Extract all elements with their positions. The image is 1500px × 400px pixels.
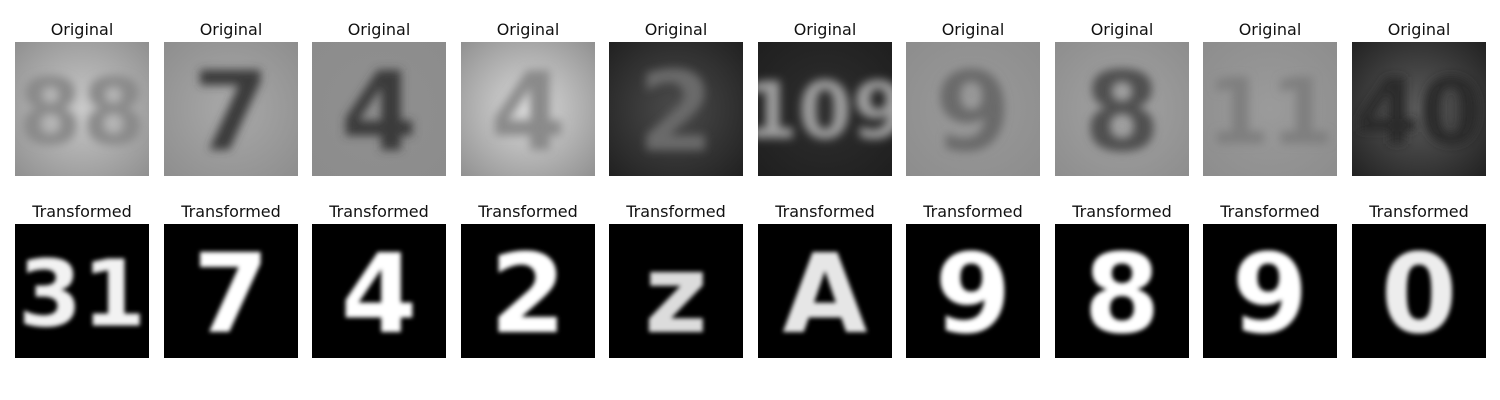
original-digit-glyph: 8 [1084,48,1161,176]
original-title: Original [1387,20,1451,39]
transformed-digit-picture: z [609,224,743,358]
original-title: Original [644,20,708,39]
original-title: Original [941,20,1005,39]
transformed-digit-glyph: 2 [490,230,567,358]
transformed-title: Transformed [626,202,726,221]
transformed-digit-picture: A [758,224,892,358]
transformed-digit-picture: 7 [164,224,298,358]
transformed-title: Transformed [1220,202,1320,221]
original-digit-glyph: 11 [1206,59,1334,166]
transformed-digit-glyph: A [782,230,867,358]
original-digit-glyph: 2 [638,48,715,176]
original-digit-picture: 11 [1203,42,1337,176]
transformed-digit-glyph: 0 [1381,230,1458,358]
original-title: Original [50,20,114,39]
original-title: Original [1090,20,1154,39]
transformed-title: Transformed [181,202,281,221]
transformed-title: Transformed [775,202,875,221]
original-title: Original [793,20,857,39]
original-title: Original [1238,20,1302,39]
transformed-digit-glyph: 8 [1084,230,1161,358]
original-digit-picture: 4 [461,42,595,176]
transformed-digit-glyph: 7 [193,230,270,358]
transformed-digit-picture: 8 [1055,224,1189,358]
original-title: Original [496,20,560,39]
original-digit-picture: 40 [1352,42,1486,176]
transformed-title: Transformed [923,202,1023,221]
transformed-digit-picture: 9 [906,224,1040,358]
transformed-digit-picture: 0 [1352,224,1486,358]
original-digit-glyph: 7 [193,48,270,176]
transformed-title: Transformed [1369,202,1469,221]
original-title: Original [347,20,411,39]
original-digit-glyph: 9 [935,48,1012,176]
original-digit-picture: 9 [906,42,1040,176]
original-title: Original [199,20,263,39]
transformed-digit-glyph: z [644,230,708,358]
transformed-digit-glyph: 9 [1232,230,1309,358]
original-digit-picture: 88 [15,42,149,176]
original-digit-picture: 109 [758,42,892,176]
original-digit-picture: 8 [1055,42,1189,176]
transformed-digit-glyph: 31 [18,241,146,348]
original-digit-glyph: 109 [758,67,892,157]
transformed-title: Transformed [478,202,578,221]
original-digit-glyph: 88 [18,59,146,166]
transformed-digit-picture: 2 [461,224,595,358]
original-digit-picture: 7 [164,42,298,176]
transformed-digit-glyph: 4 [341,230,418,358]
transformed-title: Transformed [329,202,429,221]
transformed-digit-glyph: 9 [935,230,1012,358]
original-digit-picture: 2 [609,42,743,176]
transformed-digit-picture: 9 [1203,224,1337,358]
original-digit-glyph: 4 [341,48,418,176]
original-digit-glyph: 4 [490,48,567,176]
transformed-digit-picture: 31 [15,224,149,358]
original-digit-glyph: 40 [1355,59,1483,166]
transformed-title: Transformed [32,202,132,221]
transformed-title: Transformed [1072,202,1172,221]
transformed-digit-picture: 4 [312,224,446,358]
original-digit-picture: 4 [312,42,446,176]
